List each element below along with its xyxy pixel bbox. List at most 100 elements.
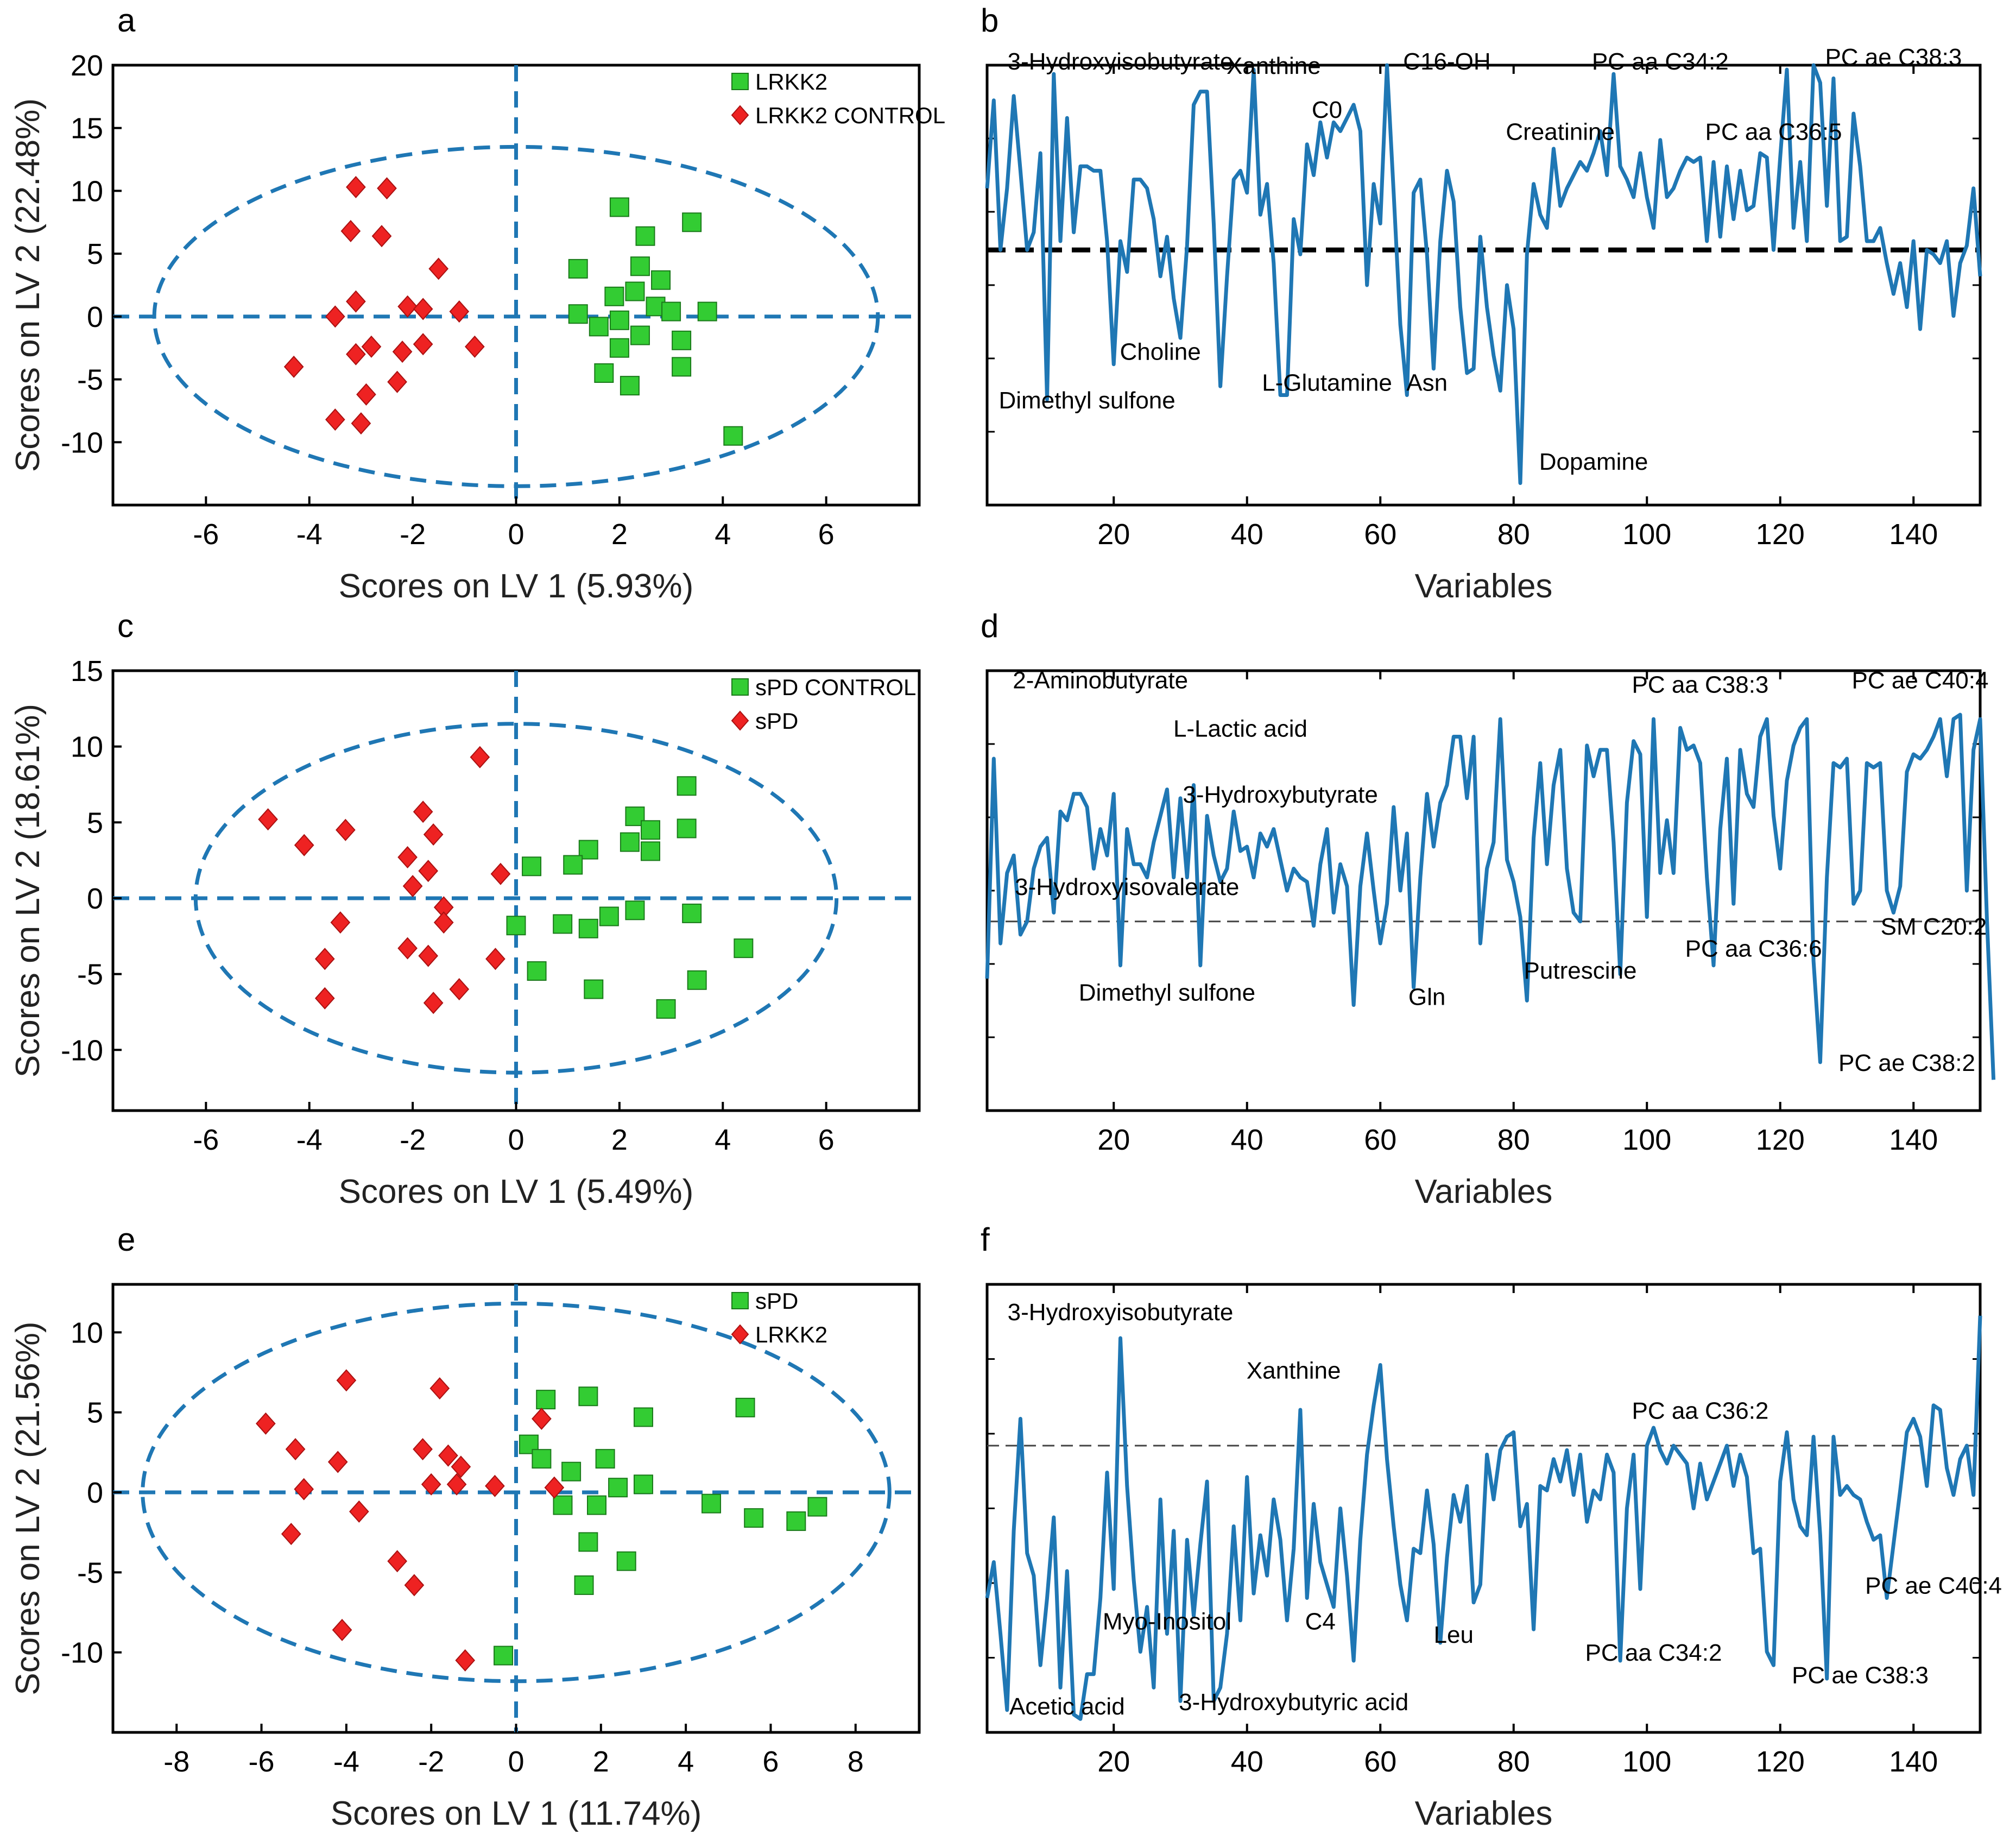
data-point-square (687, 970, 707, 990)
x-tick-label: 80 (1497, 1124, 1530, 1156)
x-tick-label: -6 (193, 1124, 219, 1156)
data-point-square (807, 1497, 827, 1517)
data-point-square (578, 1532, 598, 1552)
x-axis-title: Variables (1415, 1173, 1553, 1210)
x-tick-label: 0 (508, 1745, 524, 1778)
variable-annotation: PC ae C38:3 (1825, 44, 1962, 71)
variable-annotation: Xanthine (1227, 53, 1321, 79)
data-point-diamond (281, 1523, 301, 1546)
variable-annotation: Creatinine (1506, 119, 1615, 146)
variable-annotation: C0 (1312, 97, 1342, 123)
y-tick-label: 0 (87, 301, 103, 333)
x-tick-label: 40 (1231, 518, 1263, 551)
data-point-square (635, 226, 655, 246)
data-point-square (656, 999, 676, 1019)
x-tick-label: 140 (1889, 518, 1938, 551)
x-tick-label: 40 (1231, 1745, 1263, 1778)
data-point-diamond (397, 937, 418, 960)
legend-label: sPD (755, 708, 798, 734)
data-point-diamond (387, 370, 407, 393)
data-point-square (608, 1478, 628, 1498)
variable-annotation: PC aa C34:2 (1592, 48, 1729, 75)
data-point-square (630, 256, 650, 276)
data-point-diamond (413, 800, 433, 823)
series-spd (258, 746, 511, 1014)
x-tick-label: -6 (249, 1745, 275, 1778)
variable-annotation: PC aa C38:3 (1632, 672, 1768, 698)
variable-annotation: Asn (1406, 369, 1448, 396)
x-tick-label: -2 (400, 1124, 426, 1156)
data-point-square (568, 304, 588, 324)
data-point-diamond (340, 219, 361, 242)
data-point-diamond (423, 823, 444, 846)
legend-swatch-square (731, 678, 749, 696)
data-point-square (682, 212, 702, 232)
data-point-square (633, 1474, 653, 1495)
panel-letter-d: d (981, 608, 998, 644)
data-point-diamond (429, 1377, 450, 1400)
data-point-square (553, 1495, 573, 1515)
x-tick-label: 0 (508, 518, 524, 551)
data-point-diamond (283, 355, 304, 378)
data-point-square (522, 856, 542, 877)
data-point-square (578, 840, 598, 860)
variable-annotation: PC aa C36:6 (1685, 936, 1822, 962)
data-point-diamond (336, 818, 356, 841)
data-point-square (625, 281, 645, 301)
data-point-square (641, 841, 660, 861)
x-tick-label: -6 (193, 518, 219, 551)
x-tick-label: 40 (1231, 1124, 1263, 1156)
y-axis-title: Scores on LV 2 (18.61%) (9, 704, 47, 1077)
x-tick-label: -2 (418, 1745, 444, 1778)
data-point-diamond (325, 305, 345, 328)
legend-label: LRKK2 (755, 1322, 827, 1347)
data-point-diamond (332, 1618, 352, 1641)
variable-annotation: 3-Hydroxybutyric acid (1179, 1689, 1408, 1716)
variable-annotation: Dimethyl sulfone (1079, 980, 1255, 1006)
data-point-square (616, 1551, 636, 1571)
data-point-diamond (418, 944, 439, 967)
x-tick-label: 8 (848, 1745, 864, 1778)
data-point-square (651, 270, 671, 290)
x-tick-label: 20 (1097, 1745, 1130, 1778)
data-point-diamond (392, 341, 413, 363)
data-point-diamond (351, 412, 371, 435)
panel-letter-c: c (117, 608, 134, 644)
data-point-square (561, 1461, 582, 1481)
legend-label: sPD (755, 1288, 798, 1314)
variable-annotation: 2-Aminobutyrate (1013, 667, 1188, 693)
data-point-square (677, 776, 697, 796)
variable-annotation: C16-OH (1403, 48, 1490, 75)
data-point-square (672, 357, 692, 377)
data-point-diamond (330, 911, 351, 934)
x-tick-label: 2 (593, 1745, 609, 1778)
x-tick-label: 6 (818, 518, 835, 551)
data-point-diamond (421, 1473, 441, 1496)
y-tick-label: -5 (77, 364, 103, 396)
variable-annotation: Acetic acid (1009, 1693, 1125, 1720)
panel-letter-b: b (981, 2, 998, 39)
data-point-square (744, 1508, 764, 1528)
data-point-square (604, 286, 624, 306)
data-point-square (697, 301, 717, 321)
data-point-square (677, 818, 697, 838)
x-tick-label: 140 (1889, 1745, 1938, 1778)
panel-d: d 20 40 60 80 100 120 140 Variables 2-Aminobutyra… (981, 608, 1996, 1210)
data-point-square (630, 325, 650, 345)
data-point-square (568, 259, 588, 279)
data-point-diamond (449, 978, 470, 1001)
panel-a: a -6 -4 -2 0 2 4 6 -10 -5 0 5 10 15 20 Scores on LV 1 (… (9, 2, 945, 605)
legend-swatch-diamond (731, 1324, 749, 1345)
series-spd (494, 1386, 827, 1666)
data-point-square (625, 900, 645, 920)
variable-annotation: Dopamine (1539, 449, 1648, 475)
y-tick-label: 0 (87, 1477, 103, 1509)
y-tick-label: -10 (61, 426, 103, 459)
data-point-diamond (490, 862, 511, 885)
y-tick-label: -5 (77, 959, 103, 991)
x-tick-label: 80 (1497, 518, 1530, 551)
variable-annotation: L-Lactic acid (1173, 716, 1307, 742)
data-point-diamond (451, 1455, 471, 1478)
data-point-square (574, 1575, 594, 1595)
